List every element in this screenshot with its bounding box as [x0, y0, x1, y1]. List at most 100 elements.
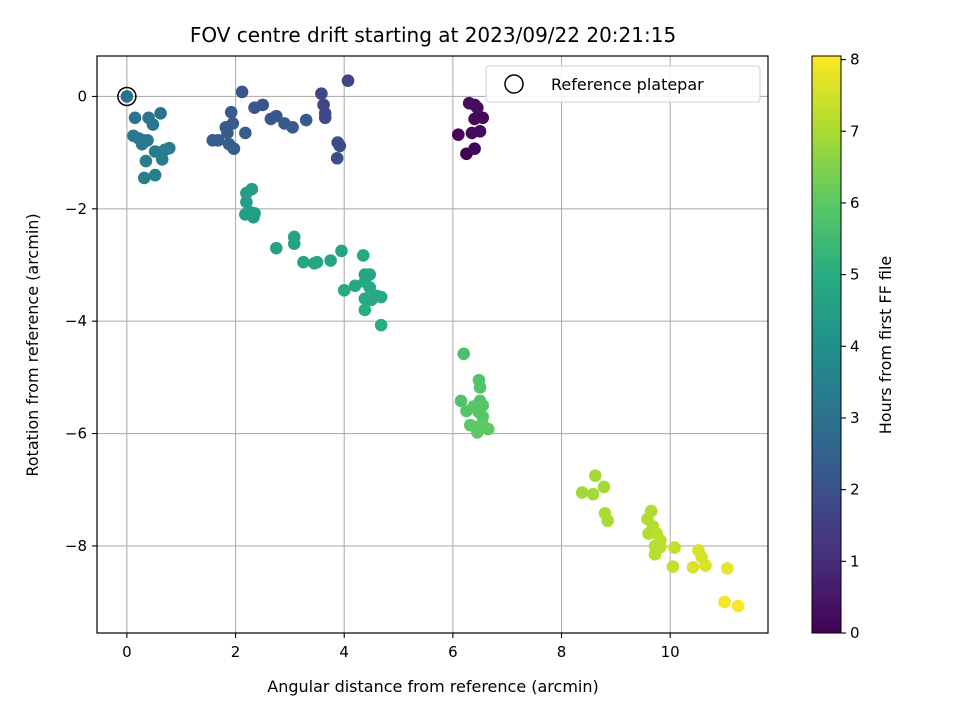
data-point: [358, 303, 372, 317]
data-point: [155, 153, 169, 166]
data-point: [457, 347, 471, 361]
colorbar-tick-label: 6: [850, 194, 860, 212]
reference-marker: [117, 86, 137, 107]
data-point: [686, 560, 700, 574]
data-point: [597, 480, 611, 494]
data-point: [162, 141, 176, 155]
data-point: [239, 126, 252, 140]
colorbar-tick-label: 3: [850, 409, 860, 427]
data-points: [120, 74, 745, 613]
data-point: [460, 404, 473, 418]
data-point: [240, 195, 253, 209]
colorbar-tick-label: 0: [850, 624, 860, 642]
x-tick-label: 4: [339, 643, 349, 661]
data-point: [120, 90, 134, 103]
colorbar-tick-label: 1: [850, 552, 860, 570]
data-point: [341, 74, 355, 88]
data-point: [476, 111, 490, 125]
axis-ticks: 0 2 4 6 8 10 0 −2 −4 −6 −8: [65, 87, 680, 661]
x-tick-label: 8: [557, 643, 567, 661]
y-axis-label: Rotation from reference (arcmin): [23, 213, 42, 476]
data-point: [318, 111, 332, 125]
data-point: [139, 154, 153, 168]
data-point: [668, 541, 681, 554]
colorbar-gradient: [811, 55, 842, 634]
data-point: [471, 426, 484, 439]
data-point: [356, 249, 370, 262]
data-point: [348, 279, 362, 293]
colorbar-label: Hours from first FF file: [876, 256, 895, 435]
colorbar-tick-label: 4: [850, 337, 860, 355]
y-tick-label: −2: [65, 200, 87, 218]
data-point: [224, 105, 238, 119]
data-point: [247, 210, 260, 224]
data-point: [575, 486, 589, 499]
data-point: [365, 293, 378, 307]
data-point: [240, 186, 253, 200]
colorbar-tick-label: 5: [850, 266, 860, 284]
data-point: [473, 124, 487, 138]
data-point: [374, 318, 388, 332]
legend-entry-reference: Reference platepar: [551, 75, 704, 94]
data-point: [699, 559, 712, 572]
data-point: [363, 281, 377, 294]
y-tick-label: −4: [65, 312, 87, 330]
data-point: [586, 487, 600, 501]
data-point: [471, 101, 484, 114]
grid-lines: [97, 56, 768, 633]
data-point: [269, 109, 283, 123]
data-point: [374, 290, 388, 304]
data-point: [601, 514, 615, 527]
data-point: [337, 283, 351, 297]
data-point: [720, 562, 734, 575]
data-point: [227, 142, 241, 156]
legend: Reference platepar: [485, 65, 761, 103]
data-point: [452, 128, 465, 141]
data-point: [648, 548, 662, 561]
data-point: [473, 381, 487, 394]
data-point: [330, 151, 344, 165]
data-point: [148, 168, 162, 182]
data-point: [324, 254, 337, 267]
data-point: [299, 113, 313, 127]
data-point: [310, 255, 324, 269]
x-axis-label: Angular distance from reference (arcmin): [267, 677, 598, 696]
data-point: [211, 133, 225, 147]
data-point: [335, 244, 348, 258]
data-point: [297, 255, 310, 269]
data-point: [137, 171, 151, 185]
data-point: [154, 107, 167, 120]
x-tick-label: 10: [661, 643, 680, 661]
y-tick-label: −6: [65, 425, 87, 443]
data-point: [146, 118, 160, 131]
data-point: [286, 121, 299, 134]
colorbar: 0 1 2 3 4 5 6 7 8 Hours from first FF file: [811, 51, 895, 642]
data-point: [221, 126, 234, 140]
colorbar-tick-label: 2: [850, 481, 860, 499]
colorbar-tick-label: 8: [850, 51, 860, 69]
data-point: [731, 599, 745, 613]
data-point: [315, 87, 328, 100]
y-tick-label: −8: [65, 537, 87, 555]
data-point: [235, 85, 249, 99]
chart-title: FOV centre drift starting at 2023/09/22 …: [190, 23, 676, 47]
data-point: [454, 394, 468, 408]
legend-box: [485, 65, 761, 103]
data-point: [481, 422, 495, 436]
data-point: [269, 241, 283, 255]
data-point: [287, 237, 301, 250]
data-point: [468, 142, 481, 156]
colorbar-ticks: 0 1 2 3 4 5 6 7 8: [841, 51, 860, 642]
data-point: [718, 595, 731, 609]
x-tick-label: 0: [122, 643, 132, 661]
data-point: [256, 98, 270, 112]
x-tick-label: 6: [448, 643, 458, 661]
data-point: [333, 139, 347, 153]
x-tick-label: 2: [231, 643, 241, 661]
colorbar-tick-label: 7: [850, 122, 860, 140]
y-tick-label: 0: [77, 87, 87, 105]
data-point: [128, 111, 142, 125]
plot-frame: [96, 55, 769, 634]
data-point: [588, 469, 602, 482]
data-point: [135, 137, 149, 151]
